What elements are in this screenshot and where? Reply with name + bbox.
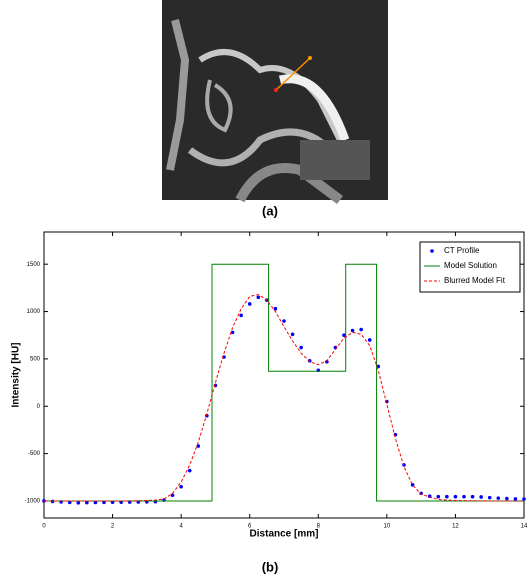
panel-label: (a) [262, 203, 278, 218]
data-point [282, 319, 286, 323]
y-tick-label: 500 [30, 356, 41, 362]
ct-image [162, 0, 388, 200]
x-tick-label: 8 [317, 524, 321, 530]
series-line [44, 295, 524, 501]
y-tick-label: 0 [37, 404, 41, 410]
data-point [505, 497, 509, 501]
data-point [239, 314, 243, 318]
data-point [256, 296, 260, 300]
data-point [299, 346, 303, 350]
data-point [274, 307, 278, 311]
y-axis-label: Intensity [HU] [11, 343, 22, 408]
data-point [454, 495, 458, 499]
figure: (a) (b) Distance [mm] Intensity [HU] 0 2 4… [0, 0, 531, 580]
data-point [291, 332, 295, 336]
y-tick-label: -1000 [25, 499, 41, 505]
y-tick-label: 1000 [27, 309, 41, 315]
x-tick-label: 10 [384, 524, 391, 530]
data-point [488, 496, 492, 500]
data-point [514, 497, 518, 501]
data-point [76, 501, 80, 505]
x-tick-label: 4 [179, 524, 183, 530]
data-point [171, 493, 175, 497]
data-point [179, 485, 183, 489]
x-tick-label: 12 [452, 524, 459, 530]
y-tick-label: -500 [28, 451, 41, 457]
x-axis-label: Distance [mm] [250, 529, 319, 540]
data-point [351, 329, 355, 333]
x-tick-label: 14 [521, 524, 528, 530]
data-point [462, 495, 466, 499]
data-point [471, 495, 475, 499]
data-point [248, 302, 252, 306]
legend-marker [430, 249, 434, 253]
legend-label: CT Profile [444, 246, 480, 255]
data-point [445, 495, 449, 499]
data-point [368, 338, 372, 342]
y-tick-label: 1500 [27, 262, 41, 268]
legend-label: Model Solution [444, 261, 497, 270]
x-tick-label: 2 [111, 524, 115, 530]
legend-label: Blurred Model Fit [444, 276, 506, 285]
data-point [496, 496, 500, 500]
series-line [44, 264, 524, 501]
data-point [522, 497, 526, 501]
data-point [436, 495, 440, 499]
x-tick-label: 0 [42, 524, 46, 530]
data-point [359, 328, 363, 332]
data-point [479, 495, 483, 499]
data-point [188, 469, 192, 473]
panel-label: (b) [262, 559, 279, 574]
